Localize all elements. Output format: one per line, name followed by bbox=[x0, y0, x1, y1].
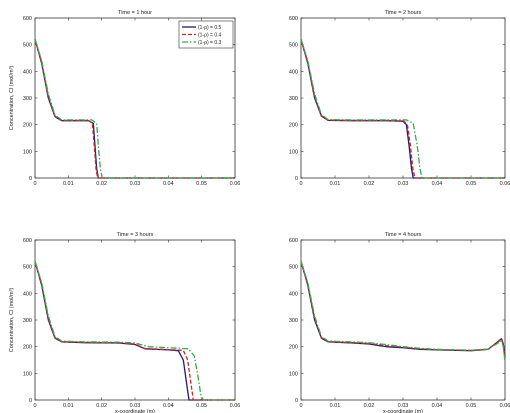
x-tick-label: 0.04 bbox=[163, 181, 174, 187]
y-tick-label: 300 bbox=[23, 96, 32, 102]
legend: (1-ρ) = 0.5 (1-ρ) = 0.4(1-ρ) = 0.3 bbox=[178, 20, 234, 49]
y-tick-label: 600 bbox=[289, 16, 298, 22]
legend-label: (1-ρ) = 0.4 bbox=[198, 33, 221, 39]
x-tick-label: 0.02 bbox=[364, 181, 375, 187]
x-tick-label: 0.01 bbox=[330, 403, 341, 409]
y-tick-label: 400 bbox=[289, 291, 298, 297]
series-line-3 bbox=[300, 261, 506, 362]
x-tick-label: 0.02 bbox=[364, 403, 375, 409]
x-tick-label: 0 bbox=[33, 181, 36, 187]
x-tick-label: 0.05 bbox=[196, 181, 207, 187]
x-tick-label: 0.02 bbox=[96, 403, 107, 409]
y-tick-label: 100 bbox=[23, 371, 32, 377]
x-tick-label: 0.05 bbox=[466, 403, 477, 409]
series-line-2 bbox=[34, 261, 235, 401]
x-tick-label: 0.06 bbox=[230, 181, 241, 187]
y-tick-label: 0 bbox=[295, 398, 298, 404]
y-tick-label: 100 bbox=[23, 149, 32, 155]
x-tick-label: 0.04 bbox=[432, 403, 443, 409]
x-tick-label: 0.04 bbox=[163, 403, 174, 409]
x-tick-label: 0.06 bbox=[500, 403, 510, 409]
x-tick-label: 0.05 bbox=[196, 403, 207, 409]
x-tick-label: 0.01 bbox=[63, 403, 74, 409]
y-tick-label: 500 bbox=[289, 265, 298, 271]
y-tick-label: 100 bbox=[289, 149, 298, 155]
y-tick-label: 500 bbox=[23, 265, 32, 271]
chart-panel-1: Time = 1 hour 0 0.01 0.02 0.03 0.04 0.05 0.06 0 1… bbox=[9, 10, 240, 187]
x-tick-label: 0 bbox=[33, 403, 36, 409]
y-tick-label: 0 bbox=[29, 398, 32, 404]
y-tick-label: 300 bbox=[23, 318, 32, 324]
x-tick-label: 0.03 bbox=[130, 181, 141, 187]
plot-area bbox=[300, 239, 506, 401]
x-axis-label: x-coordinate (m) bbox=[383, 409, 423, 413]
chart-panel-2: Time = 2 hours 0 0.01 0.02 0.03 0.04 0.05 0.06 0… bbox=[289, 10, 510, 187]
x-tick-label: 0.01 bbox=[330, 181, 341, 187]
y-axis-label: Concentration, Cl (mol/m³) bbox=[9, 66, 15, 131]
y-axis-label: Concentration, Cl (mol/m³) bbox=[9, 288, 15, 353]
y-tick-label: 0 bbox=[295, 176, 298, 182]
y-tick-label: 600 bbox=[289, 238, 298, 244]
x-tick-label: 0.01 bbox=[63, 181, 74, 187]
legend-label: (1-ρ) = 0.5 bbox=[198, 25, 221, 31]
y-tick-label: 200 bbox=[289, 345, 298, 351]
y-tick-label: 0 bbox=[29, 176, 32, 182]
y-tick-label: 200 bbox=[289, 123, 298, 129]
x-tick-label: 0.02 bbox=[96, 181, 107, 187]
x-axis-label: x-coordinate (m) bbox=[115, 409, 155, 413]
y-tick-label: 600 bbox=[23, 16, 32, 22]
y-tick-label: 300 bbox=[289, 318, 298, 324]
y-tick-label: 100 bbox=[289, 371, 298, 377]
plot-area bbox=[300, 17, 506, 179]
y-tick-label: 300 bbox=[289, 96, 298, 102]
x-tick-label: 0.03 bbox=[130, 403, 141, 409]
chart-title: Time = 2 hours bbox=[385, 10, 422, 16]
chart-panel-4: Time = 4 hours 0 0.01 0.02 0.03 0.04 0.05 0.06 0… bbox=[289, 232, 510, 413]
plot-area bbox=[34, 239, 236, 401]
legend-label: (1-ρ) = 0.3 bbox=[198, 40, 221, 46]
y-tick-label: 400 bbox=[289, 69, 298, 75]
x-tick-label: 0 bbox=[299, 403, 302, 409]
series-line-2 bbox=[300, 39, 505, 179]
chart-title: Time = 1 hour bbox=[118, 10, 152, 16]
y-tick-label: 600 bbox=[23, 238, 32, 244]
x-tick-label: 0.06 bbox=[500, 181, 510, 187]
chart-title: Time = 3 hours bbox=[117, 232, 154, 238]
x-tick-label: 0.03 bbox=[398, 181, 409, 187]
x-tick-label: 0 bbox=[299, 181, 302, 187]
chart-title: Time = 4 hours bbox=[385, 232, 422, 238]
x-tick-label: 0.06 bbox=[230, 403, 241, 409]
x-tick-label: 0.05 bbox=[466, 181, 477, 187]
y-tick-label: 200 bbox=[23, 123, 32, 129]
chart-panel-3: Time = 3 hours 0 0.01 0.02 0.03 0.04 0.05 0.06 0… bbox=[9, 232, 240, 413]
x-tick-label: 0.03 bbox=[398, 403, 409, 409]
series-line-3 bbox=[34, 261, 235, 401]
y-tick-label: 500 bbox=[289, 43, 298, 49]
series-line-3 bbox=[34, 39, 235, 179]
y-tick-label: 500 bbox=[23, 43, 32, 49]
y-tick-label: 200 bbox=[23, 345, 32, 351]
y-tick-label: 400 bbox=[23, 69, 32, 75]
y-tick-label: 400 bbox=[23, 291, 32, 297]
x-tick-label: 0.04 bbox=[432, 181, 443, 187]
